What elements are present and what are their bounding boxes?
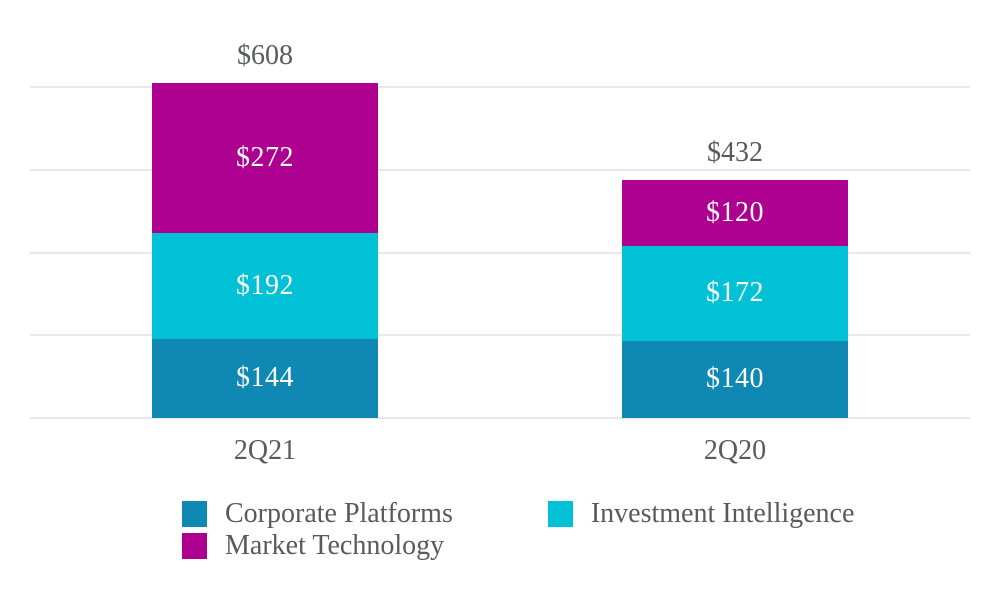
bar-segment-corporate-platforms: $140	[622, 340, 848, 418]
x-axis-label: 2Q21	[233, 435, 297, 466]
segment-value-label: $140	[706, 363, 764, 395]
gridline	[30, 334, 970, 337]
legend-item-corporate-platforms: Corporate Platforms	[182, 498, 453, 529]
legend-label: Investment Intelligence	[590, 498, 855, 529]
gridline	[30, 251, 970, 254]
legend-item-market-technology: Market Technology	[182, 530, 445, 561]
segment-value-label: $192	[236, 269, 294, 301]
legend-swatch-icon	[547, 501, 573, 527]
gridline	[30, 417, 970, 419]
legend-label: Corporate Platforms	[225, 498, 453, 529]
legend-swatch-icon	[182, 501, 207, 527]
legend-item-investment-intelligence: Investment Intelligence	[547, 498, 855, 529]
bar-total-label: $608	[237, 39, 293, 71]
bar-segment-investment-intelligence: $172	[622, 245, 848, 341]
legend-label: Market Technology	[225, 530, 445, 561]
segment-value-label: $272	[236, 141, 294, 173]
legend: Corporate Platforms Investment Intelligen…	[182, 498, 942, 561]
bar-segment-market-technology: $272	[152, 82, 378, 233]
segment-value-label: $144	[236, 362, 294, 394]
segment-value-label: $172	[706, 277, 764, 309]
gridline	[30, 168, 970, 171]
x-axis-label: 2Q20	[703, 435, 767, 466]
bar-segment-investment-intelligence: $192	[152, 232, 378, 339]
bar-segment-corporate-platforms: $144	[152, 338, 378, 418]
gridline	[30, 86, 970, 88]
bar-total-label: $432	[707, 136, 763, 168]
bar-segment-market-technology: $120	[622, 179, 848, 246]
legend-swatch-icon	[182, 533, 207, 559]
segment-value-label: $120	[706, 196, 764, 228]
